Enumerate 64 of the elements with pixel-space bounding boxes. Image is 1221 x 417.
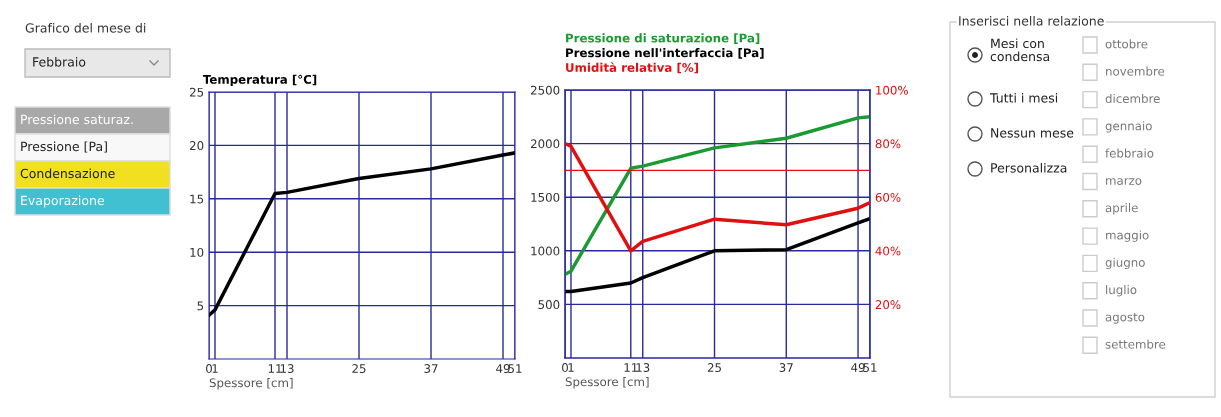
x-axis-title: Spessore [cm] (565, 377, 649, 389)
text: Pressione saturaz. (21, 114, 133, 125)
x-tick-label: 11 (624, 363, 638, 372)
y2-tick-label: 40% (875, 246, 901, 256)
text: Pressione [Pa] (21, 141, 107, 153)
y-tick-label: 1000 (531, 246, 560, 256)
text: Nessun mese (991, 128, 1074, 138)
x-tick-label: 1 (568, 363, 574, 372)
x-tick-label: 25 (352, 364, 366, 373)
x-tick-label: 51 (863, 363, 877, 372)
x-tick-label: 13 (636, 363, 650, 372)
y2-tick-label: 100% (876, 85, 908, 95)
y-tick-label: 5 (197, 301, 204, 311)
x-tick-label: 49 (851, 363, 865, 372)
x-tick-label: 13 (280, 364, 294, 373)
line-series (565, 216, 870, 294)
text: Condensazione (20, 168, 115, 179)
x-tick-label: 37 (424, 364, 438, 373)
y2-tick-label: 80% (875, 139, 901, 149)
category-label: marzo (1106, 178, 1142, 185)
text: Pressione nell'interfaccia [Pa] (566, 48, 764, 59)
y-tick-label: 20 (189, 141, 204, 151)
y2-tick-label: 60% (875, 192, 901, 202)
x-tick-label: 0 (562, 363, 568, 372)
x-tick-label: 37 (779, 363, 793, 372)
x-tick-label: 51 (508, 364, 522, 373)
y-tick-label: 10 (190, 247, 204, 257)
category-label: maggio (1106, 230, 1149, 242)
text: Mesi con condensa (990, 38, 1050, 62)
y2-tick-label: 20% (875, 300, 901, 310)
category-label: agosto (1105, 312, 1145, 324)
x-tick-label: 11 (268, 364, 282, 373)
y-tick-label: 25 (189, 87, 204, 97)
category-label: settembre (1105, 339, 1166, 349)
y-tick-label: 500 (538, 300, 560, 310)
x-tick-label: 0 (206, 364, 212, 373)
x-tick-label: 25 (707, 363, 721, 372)
text: Grafico del mese di (25, 22, 146, 33)
x-tick-label: 1 (212, 364, 218, 373)
y-tick-label: 2500 (530, 85, 560, 95)
text: Pressione di saturazione [Pa] (566, 33, 760, 44)
category-label: ottobre (1105, 39, 1148, 49)
category-label: giugno (1105, 257, 1145, 270)
category-label: luglio (1106, 284, 1137, 297)
line-series (565, 141, 870, 253)
y-tick-label: 1500 (531, 192, 560, 202)
chart-title: Temperatura [°C] (202, 74, 317, 87)
text: Tutti i mesi (989, 92, 1058, 103)
category-label: gennaio (1105, 121, 1152, 133)
text: Febbraio (33, 56, 86, 67)
category-label: dicembre (1105, 93, 1160, 104)
x-tick-label: 49 (496, 364, 510, 373)
category-label: novembre (1106, 66, 1165, 76)
x-axis-title: Spessore [cm] (209, 378, 293, 390)
line-series (565, 115, 870, 277)
text: Evaporazione (21, 195, 104, 208)
line-series (209, 151, 515, 317)
y-tick-label: 15 (190, 194, 204, 204)
text: Umidità relativa [%] (566, 62, 699, 74)
category-label: febbraio (1105, 148, 1154, 158)
y-tick-label: 2000 (530, 139, 560, 149)
text: Personalizza (991, 162, 1067, 173)
text: Inserisci nella relazione (959, 15, 1104, 26)
category-label: aprile (1105, 203, 1138, 215)
